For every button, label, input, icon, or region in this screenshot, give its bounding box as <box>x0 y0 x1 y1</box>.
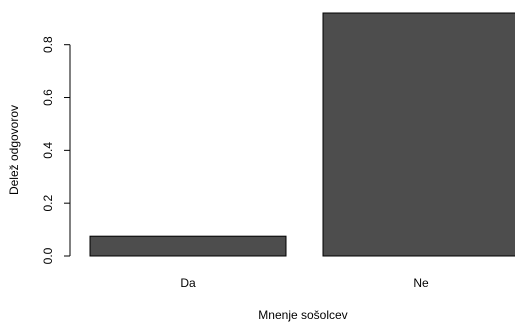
x-axis-title: Mnenje sošolcev <box>258 308 347 322</box>
y-tick-label: 0.0 <box>41 247 55 264</box>
x-category-label-ne: Ne <box>413 276 429 290</box>
y-tick-label: 0.8 <box>41 36 55 53</box>
y-axis: 0.0 0.2 0.4 0.6 0.8 <box>41 36 71 264</box>
x-category-labels: Da Ne <box>180 276 429 290</box>
y-tick-label: 0.2 <box>41 195 55 212</box>
bar-ne <box>322 12 515 257</box>
bar-da <box>89 235 287 257</box>
bars <box>89 12 515 257</box>
y-axis-title: Delež odgovorov <box>7 105 21 195</box>
y-tick-label: 0.6 <box>41 89 55 106</box>
x-category-label-da: Da <box>180 276 196 290</box>
y-tick-label: 0.4 <box>41 142 55 159</box>
